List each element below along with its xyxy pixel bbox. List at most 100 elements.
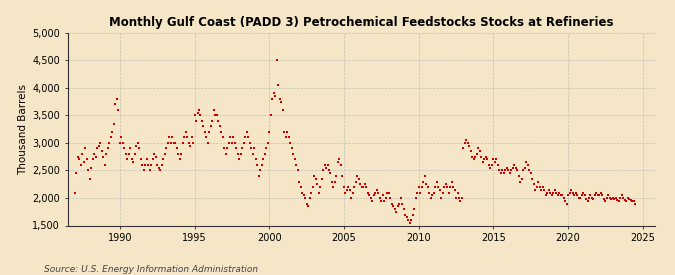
Point: [144, 168, 155, 173]
Point: [358, 185, 369, 189]
Point: [161, 146, 171, 151]
Point: [334, 157, 345, 162]
Point: [277, 108, 288, 112]
Point: [595, 190, 606, 195]
Point: [77, 152, 88, 156]
Point: [433, 185, 443, 189]
Point: [579, 193, 590, 197]
Point: [488, 157, 499, 162]
Point: [421, 182, 431, 186]
Point: [362, 190, 373, 195]
Point: [354, 177, 364, 181]
Point: [460, 141, 470, 145]
Point: [402, 215, 412, 219]
Point: [286, 146, 297, 151]
Point: [185, 144, 196, 148]
Point: [295, 185, 306, 189]
Point: [253, 174, 264, 178]
Point: [116, 135, 127, 140]
Point: [122, 157, 133, 162]
Point: [530, 188, 541, 192]
Point: [300, 196, 310, 200]
Point: [452, 190, 463, 195]
Point: [614, 199, 624, 203]
Point: [609, 197, 620, 201]
Point: [179, 135, 190, 140]
Point: [597, 193, 608, 197]
Point: [132, 141, 143, 145]
Point: [493, 163, 504, 167]
Point: [80, 146, 91, 151]
Point: [209, 108, 219, 112]
Point: [529, 182, 539, 186]
Point: [477, 160, 488, 164]
Point: [416, 185, 427, 189]
Point: [186, 135, 197, 140]
Point: [316, 177, 327, 181]
Point: [367, 199, 378, 203]
Title: Monthly Gulf Coast (PADD 3) Petrochemical Feedstocks Stocks at Refineries: Monthly Gulf Coast (PADD 3) Petrochemica…: [109, 16, 614, 29]
Point: [509, 163, 520, 167]
Point: [437, 190, 448, 195]
Point: [512, 168, 522, 173]
Point: [319, 163, 330, 167]
Point: [72, 155, 83, 159]
Point: [448, 185, 458, 189]
Point: [236, 152, 246, 156]
Point: [620, 198, 630, 202]
Point: [543, 188, 554, 192]
Point: [138, 168, 149, 173]
Point: [618, 196, 629, 200]
Point: [328, 185, 339, 189]
Point: [276, 100, 287, 104]
Point: [524, 168, 535, 173]
Point: [360, 182, 371, 186]
Point: [412, 190, 423, 195]
Point: [578, 190, 589, 195]
Point: [242, 130, 252, 134]
Point: [498, 171, 509, 175]
Point: [427, 193, 437, 197]
Point: [158, 157, 169, 162]
Point: [342, 188, 352, 192]
Point: [371, 188, 382, 192]
Point: [298, 193, 309, 197]
Point: [552, 193, 563, 197]
Point: [279, 130, 290, 134]
Point: [630, 201, 641, 206]
Point: [622, 196, 633, 200]
Point: [473, 146, 484, 151]
Point: [256, 163, 267, 167]
Point: [472, 152, 483, 156]
Point: [468, 157, 479, 162]
Point: [228, 135, 239, 140]
Point: [391, 210, 402, 214]
Point: [364, 193, 375, 197]
Point: [519, 166, 530, 170]
Point: [289, 157, 300, 162]
Point: [599, 197, 610, 201]
Point: [419, 174, 430, 178]
Point: [502, 166, 512, 170]
Point: [356, 185, 367, 189]
Point: [522, 163, 533, 167]
Point: [183, 141, 194, 145]
Point: [627, 199, 638, 203]
Point: [153, 166, 164, 170]
Point: [76, 163, 86, 167]
Point: [413, 185, 424, 189]
Point: [461, 138, 472, 142]
Point: [211, 113, 222, 118]
Point: [549, 188, 560, 192]
Point: [141, 157, 152, 162]
Point: [482, 157, 493, 162]
Point: [610, 196, 621, 200]
Point: [200, 130, 211, 134]
Point: [554, 190, 564, 195]
Point: [355, 182, 366, 186]
Point: [165, 141, 176, 145]
Point: [601, 196, 612, 200]
Point: [350, 179, 361, 184]
Point: [83, 168, 94, 173]
Point: [92, 146, 103, 151]
